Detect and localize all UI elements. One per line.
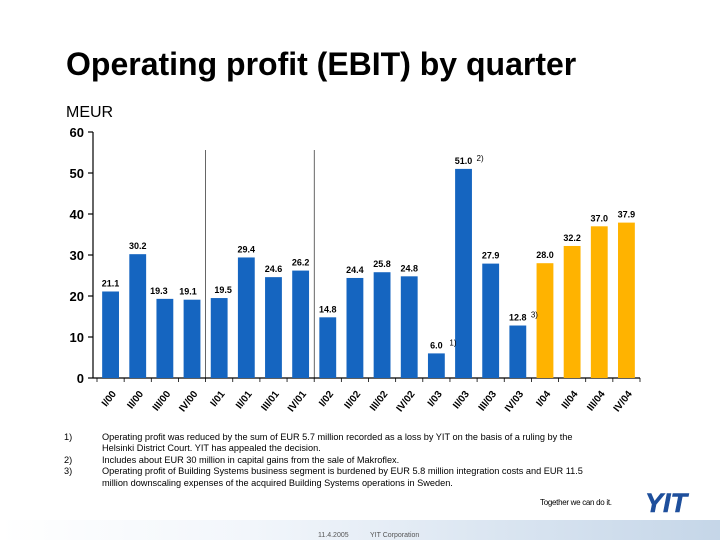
footnotes: 1) Operating profit was reduced by the s…: [64, 432, 584, 489]
value-label: 28.0: [536, 250, 554, 260]
value-label: 24.6: [265, 264, 283, 274]
x-tick-label: I/02: [317, 389, 336, 409]
footnote-3: 3) Operating profit of Building Systems …: [64, 466, 584, 489]
value-label: 24.4: [346, 265, 364, 275]
x-tick-label: III/04: [585, 389, 608, 414]
x-tick-label: IV/00: [177, 389, 200, 415]
value-label: 37.0: [591, 213, 609, 223]
x-tick-labels: I/00 II/00 III/00 IV/00 I/01 II/01 III/01 IV/01…: [100, 389, 635, 415]
value-label: 19.3: [150, 286, 168, 296]
x-tick-label: I/00: [100, 389, 119, 409]
y-tick-label: 0: [77, 371, 84, 386]
bar: [455, 168, 472, 378]
bar: [509, 325, 527, 378]
x-tick-label: I/04: [534, 389, 553, 409]
bar: [156, 298, 174, 378]
value-label: 37.9: [618, 210, 636, 220]
page-title: Operating profit (EBIT) by quarter: [66, 46, 577, 82]
bar: [183, 299, 201, 378]
y-axis-unit-label: MEUR: [66, 104, 114, 121]
value-label: 12.8: [509, 313, 527, 323]
footnote-ref: 3): [531, 311, 538, 320]
bar: [536, 263, 554, 378]
value-label: 51.0: [455, 156, 473, 166]
y-tick-label: 20: [70, 289, 84, 304]
footnote-ref: 2): [477, 154, 484, 163]
x-tick-label: III/02: [368, 389, 391, 414]
footnote-1: 1) Operating profit was reduced by the s…: [64, 432, 584, 455]
x-tick-label: II/01: [234, 389, 255, 411]
tagline: Together we can do it.: [540, 498, 612, 507]
bar: [563, 245, 581, 378]
yit-logo-text: YIT: [645, 489, 690, 515]
x-tick-label: II/02: [343, 389, 364, 411]
footer-company: YIT Corporation: [370, 532, 420, 539]
x-tick-label: IV/01: [286, 389, 309, 415]
bar: [210, 298, 228, 378]
value-label: 19.1: [179, 287, 197, 297]
value-label: 29.4: [238, 244, 256, 254]
x-tick-label: II/00: [125, 389, 146, 411]
bar: [427, 353, 445, 378]
bar: [102, 291, 119, 378]
bar: [618, 222, 635, 378]
y-tick-label: 30: [70, 248, 84, 263]
x-tick-label: III/01: [259, 389, 282, 414]
footnote-3-number: 3): [64, 466, 73, 477]
bar: [292, 270, 310, 378]
bar: [482, 263, 500, 378]
ebit-bar-chart: 0 10 20 30 40 50 60 21.1 30.2 19.3 19.1 19.5 29.4 24…: [70, 125, 641, 415]
bar: [590, 226, 608, 378]
value-label: 32.2: [563, 233, 581, 243]
value-labels: 21.1 30.2 19.3 19.1 19.5 29.4 24.6 26.2 14.8 24.4…: [102, 154, 635, 351]
value-label: 26.2: [292, 258, 310, 268]
x-tick-label: II/04: [560, 389, 581, 411]
x-tick-label: IV/02: [395, 389, 418, 415]
value-label: 30.2: [129, 241, 147, 251]
bar: [400, 276, 418, 378]
footnote-1-text: Operating profit was reduced by the sum …: [102, 432, 573, 454]
y-tick-label: 60: [70, 125, 84, 140]
footnote-ref: 1): [449, 338, 456, 347]
footer-bar: [0, 520, 720, 540]
x-tick-label: III/00: [151, 389, 174, 414]
y-tick-label: 50: [70, 166, 84, 181]
footer-date: 11.4.2005: [318, 532, 349, 539]
value-label: 21.1: [102, 278, 120, 288]
x-tick-label: II/03: [451, 389, 472, 411]
value-label: 6.0: [430, 340, 443, 350]
y-tick-label: 40: [70, 207, 84, 222]
value-label: 14.8: [319, 304, 337, 314]
value-label: 25.8: [373, 259, 391, 269]
bar: [346, 277, 364, 378]
x-tick-label: I/03: [426, 389, 445, 409]
footnote-2-number: 2): [64, 454, 73, 465]
footnote-1-number: 1): [64, 432, 73, 442]
footnote-3-text: Operating profit of Building Systems bus…: [102, 466, 583, 488]
yit-logo: YIT: [645, 489, 690, 515]
x-tick-label: I/01: [209, 389, 228, 409]
x-tick-label: III/03: [477, 389, 500, 414]
footnote-2-text: Includes about EUR 30 million in capital…: [102, 454, 400, 465]
x-tick-label: IV/04: [612, 389, 635, 415]
value-label: 19.5: [214, 285, 232, 295]
bar: [237, 257, 255, 378]
x-tick-label: IV/03: [503, 389, 526, 415]
bars: [102, 168, 635, 378]
value-label: 24.8: [400, 263, 418, 273]
bar: [319, 317, 337, 378]
bar: [373, 272, 391, 378]
y-tick-label: 10: [70, 330, 84, 345]
bar: [129, 254, 147, 378]
value-label: 27.9: [482, 251, 500, 261]
bar: [265, 277, 282, 378]
footnote-2: 2) Includes about EUR 30 million in capi…: [64, 455, 584, 466]
